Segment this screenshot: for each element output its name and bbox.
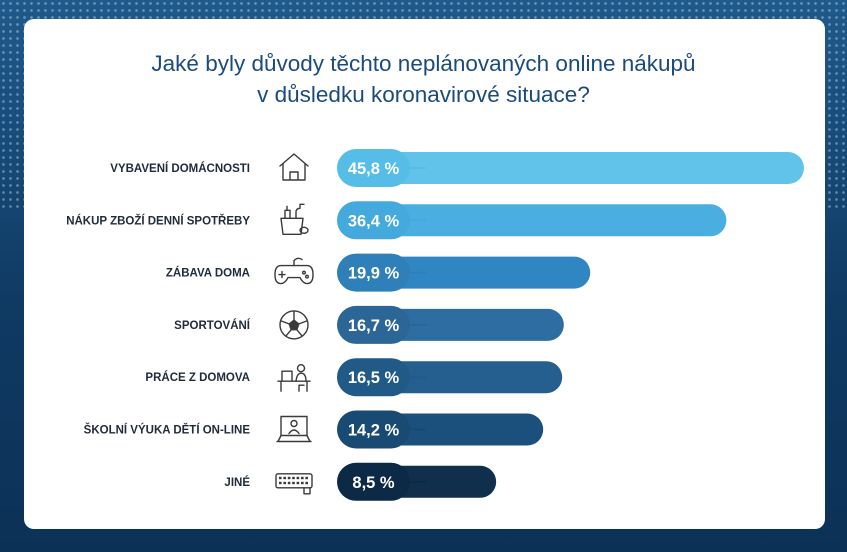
bar bbox=[380, 413, 544, 446]
value-badge bbox=[337, 253, 410, 292]
bar-row: 8,5 % JINÉ bbox=[224, 462, 497, 501]
gamepad-icon bbox=[274, 257, 314, 285]
category-label: ZÁBAVA DOMA bbox=[166, 267, 250, 280]
bar bbox=[380, 256, 591, 289]
value-badge bbox=[337, 410, 410, 449]
bar bbox=[380, 308, 564, 341]
value-badge bbox=[337, 358, 410, 397]
category-label: PRÁCE Z DOMOVA bbox=[145, 371, 250, 384]
data-label: 16,5 % bbox=[348, 369, 400, 387]
chart-title: Jaké byly důvody těchto neplánovaných on… bbox=[0, 48, 847, 110]
value-badge bbox=[337, 462, 410, 501]
category-label: NÁKUP ZBOŽÍ DENNÍ SPOTŘEBY bbox=[66, 214, 250, 227]
bar-row: 19,9 % ZÁBAVA DOMA bbox=[166, 253, 591, 292]
category-label: VYBAVENÍ DOMÁCNOSTI bbox=[110, 162, 250, 175]
soccer-ball-icon bbox=[279, 310, 309, 340]
video-lesson-icon bbox=[276, 415, 312, 443]
bar-row: 36,4 % NÁKUP ZBOŽÍ DENNÍ SPOTŘEBY bbox=[66, 201, 727, 240]
bar bbox=[380, 465, 497, 498]
bar-row: 45,8 % VYBAVENÍ DOMÁCNOSTI bbox=[110, 149, 804, 187]
keyboard-icon bbox=[275, 473, 313, 495]
category-label: JINÉ bbox=[224, 476, 250, 489]
bar bbox=[380, 152, 804, 184]
value-badge bbox=[337, 149, 410, 187]
desk-worker-icon bbox=[277, 364, 311, 392]
value-badge bbox=[337, 201, 410, 240]
bar-row: 16,5 % PRÁCE Z DOMOVA bbox=[145, 358, 563, 397]
bar bbox=[380, 204, 727, 237]
data-label: 19,9 % bbox=[348, 265, 400, 283]
data-label: 45,8 % bbox=[348, 160, 400, 178]
value-badge bbox=[337, 305, 410, 344]
bar-row: 16,7 % SPORTOVÁNÍ bbox=[174, 305, 564, 344]
house-icon bbox=[279, 153, 309, 181]
bar bbox=[380, 361, 563, 394]
bar-row: 14,2 % ŠKOLNÍ VÝUKA DĚTÍ ON-LINE bbox=[84, 410, 544, 449]
data-label: 36,4 % bbox=[348, 212, 400, 230]
data-label: 16,7 % bbox=[348, 317, 400, 335]
data-label: 14,2 % bbox=[348, 422, 400, 440]
data-label: 8,5 % bbox=[352, 474, 395, 492]
chart-title-line-1: Jaké byly důvody těchto neplánovaných on… bbox=[151, 51, 696, 76]
category-label: ŠKOLNÍ VÝUKA DĚTÍ ON-LINE bbox=[84, 424, 251, 437]
category-label: SPORTOVÁNÍ bbox=[174, 319, 251, 332]
cleaning-supplies-icon bbox=[280, 203, 309, 236]
chart-title-line-2: v důsledku koronavirové situace? bbox=[257, 82, 590, 107]
